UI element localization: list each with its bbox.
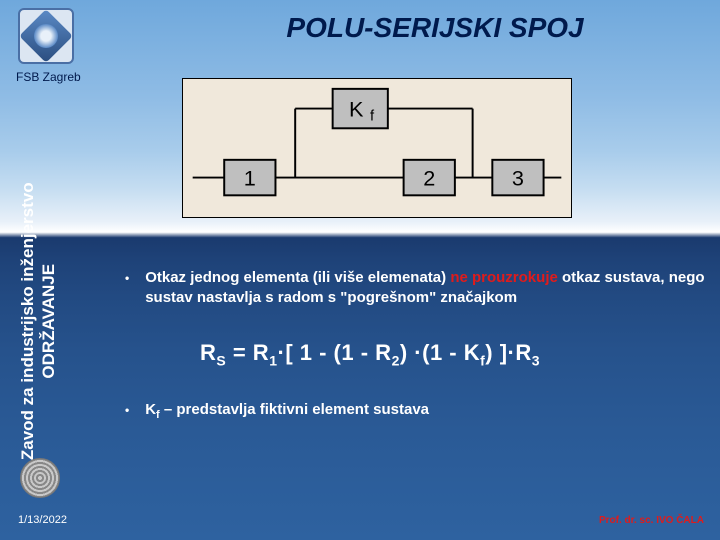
slide-title: POLU-SERIJSKI SPOJ bbox=[170, 12, 700, 44]
footer-date: 1/13/2022 bbox=[18, 514, 67, 526]
sidebar-line-1: Zavod za industrijsko inženjerstvo bbox=[18, 182, 37, 460]
bullet-2-text: Kf – predstavlja fiktivni element sustav… bbox=[145, 400, 429, 423]
footer-author: Prof. dr. sc. IVO ČALA bbox=[599, 515, 704, 526]
bullet-1-highlight: ne prouzrokuje bbox=[450, 269, 558, 286]
bullet-2-post: – predstavlja fiktivni element sustava bbox=[160, 401, 429, 418]
institution-logo bbox=[18, 8, 74, 64]
box-3-label: 3 bbox=[512, 165, 524, 190]
bullet-1-text: Otkaz jednog elementa (ili više elemenat… bbox=[145, 268, 706, 309]
fsb-label: FSB Zagreb bbox=[16, 70, 81, 84]
vertical-sidebar-text: Zavod za industrijsko inženjerstvo ODRŽA… bbox=[17, 161, 60, 481]
logo-cube-icon bbox=[19, 9, 73, 63]
bullet-2: • Kf – predstavlja fiktivni element sust… bbox=[125, 400, 706, 423]
block-diagram: 1 2 3 K f bbox=[182, 78, 572, 218]
sidebar-line-2: ODRŽAVANJE bbox=[39, 264, 58, 379]
formula: RS = R1·[ 1 - (1 - R2) ·(1 - Kf) ]·R3 bbox=[200, 340, 540, 368]
bullet-2-k: K bbox=[145, 401, 156, 418]
bullet-dot-icon: • bbox=[125, 402, 129, 423]
bullet-1-pre: Otkaz jednog elementa (ili više elemenat… bbox=[145, 269, 450, 286]
box-1-label: 1 bbox=[244, 165, 256, 190]
box-kf-label: K bbox=[349, 96, 364, 121]
footer-seal-icon bbox=[20, 458, 60, 498]
box-2-label: 2 bbox=[423, 165, 435, 190]
bullet-dot-icon: • bbox=[125, 270, 129, 309]
bullet-1: • Otkaz jednog elementa (ili više elemen… bbox=[125, 268, 706, 309]
